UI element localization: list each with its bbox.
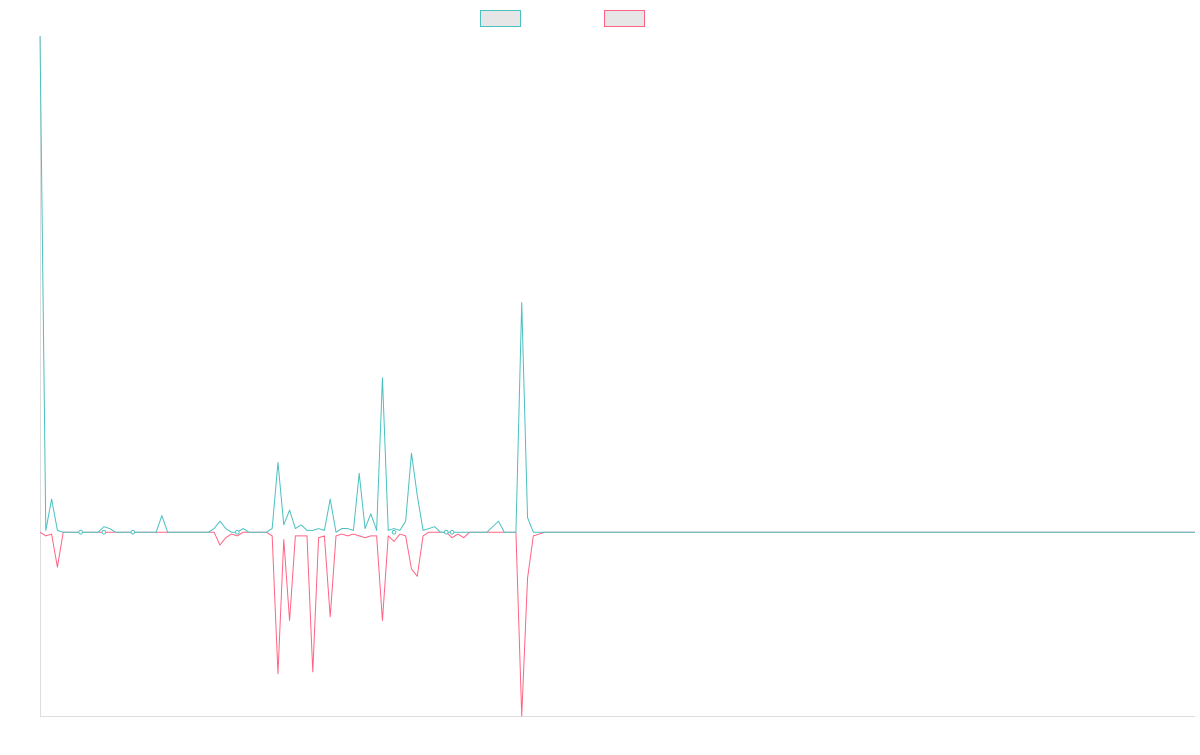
data-point-3[interactable]: [235, 529, 240, 535]
axes: [40, 36, 1195, 717]
data-point-2[interactable]: [130, 529, 136, 535]
data-point-0[interactable]: [78, 529, 83, 535]
series-line-1: [39, 531, 1195, 717]
series-layer: [39, 35, 1195, 717]
data-point-4[interactable]: [391, 529, 397, 535]
legend: [480, 10, 645, 27]
legend-swatch-1[interactable]: [604, 10, 645, 27]
legend-swatch-0[interactable]: [480, 10, 521, 27]
data-point-1[interactable]: [101, 529, 107, 535]
marker-layer: [78, 529, 455, 535]
series-line-0: [39, 35, 1195, 533]
data-point-5[interactable]: [443, 529, 449, 535]
data-point-6[interactable]: [449, 529, 455, 535]
